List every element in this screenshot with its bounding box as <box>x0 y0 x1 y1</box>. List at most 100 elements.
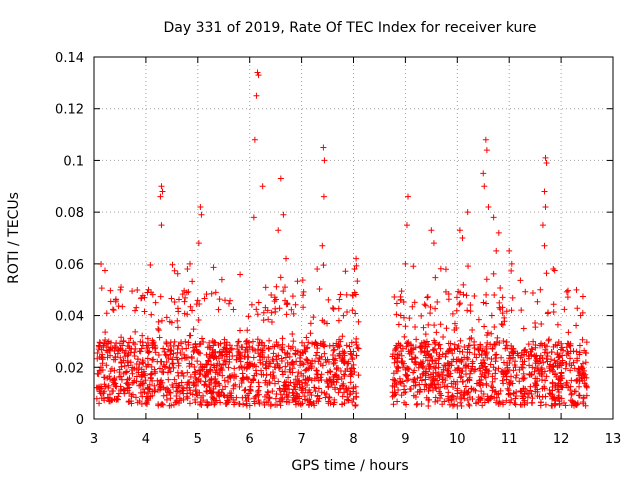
data-point <box>163 358 170 365</box>
data-point <box>276 305 283 312</box>
data-point <box>147 371 154 378</box>
data-point <box>467 301 474 308</box>
data-point <box>518 307 525 314</box>
data-point <box>422 302 429 309</box>
data-point <box>467 308 474 315</box>
data-point <box>436 341 443 348</box>
data-point <box>394 363 401 370</box>
data-point <box>148 311 155 318</box>
data-point <box>422 381 429 388</box>
data-point <box>283 311 290 318</box>
data-point <box>144 355 151 362</box>
data-point <box>205 357 212 364</box>
data-point <box>457 399 464 406</box>
data-point <box>254 311 261 318</box>
data-point <box>294 278 301 285</box>
data-point <box>399 378 406 385</box>
data-point <box>133 304 140 311</box>
data-point <box>354 278 361 285</box>
data-point <box>482 352 489 359</box>
data-point <box>339 401 346 408</box>
data-point <box>112 296 119 303</box>
data-point <box>159 188 166 195</box>
data-point <box>292 376 299 383</box>
data-point <box>320 144 327 151</box>
data-point <box>512 358 519 365</box>
data-point <box>395 386 402 393</box>
data-point <box>558 370 565 377</box>
data-point <box>549 393 556 400</box>
data-point <box>155 351 162 358</box>
data-point <box>330 347 337 354</box>
data-point <box>542 393 549 400</box>
data-point <box>141 389 148 396</box>
data-point <box>457 289 464 296</box>
data-point <box>456 227 463 234</box>
data-point <box>537 286 544 293</box>
data-point <box>550 395 557 402</box>
data-point <box>236 355 243 362</box>
data-point <box>575 365 582 372</box>
x-tick-label: 11 <box>501 432 518 447</box>
data-point <box>179 345 186 352</box>
data-point <box>145 286 152 293</box>
data-point <box>255 399 262 406</box>
data-point <box>318 389 325 396</box>
data-point <box>538 320 545 327</box>
data-point <box>414 375 421 382</box>
data-point <box>255 299 262 306</box>
data-point <box>412 393 419 400</box>
data-point <box>340 357 347 364</box>
data-point <box>266 337 273 344</box>
data-point <box>445 368 452 375</box>
data-point <box>529 399 536 406</box>
data-point <box>437 384 444 391</box>
data-point <box>149 357 156 364</box>
data-point <box>264 307 271 314</box>
data-point <box>311 402 318 409</box>
data-point <box>575 392 582 399</box>
data-point <box>334 364 341 371</box>
data-point <box>134 399 141 406</box>
data-point <box>323 359 330 366</box>
data-point <box>160 384 167 391</box>
data-point <box>512 364 519 371</box>
data-point <box>149 392 156 399</box>
data-point <box>554 349 561 356</box>
data-point <box>541 242 548 249</box>
data-point <box>349 354 356 361</box>
data-point <box>433 349 440 356</box>
data-point <box>131 353 138 360</box>
data-point <box>252 393 259 400</box>
data-point <box>479 402 486 409</box>
data-point <box>236 383 243 390</box>
data-point <box>139 332 146 339</box>
data-point <box>212 339 219 346</box>
data-point <box>482 363 489 370</box>
data-point <box>398 288 405 295</box>
data-point <box>440 371 447 378</box>
data-point <box>307 330 314 337</box>
data-point <box>102 329 109 336</box>
data-point <box>129 379 136 386</box>
data-point <box>463 292 470 299</box>
data-point <box>100 374 107 381</box>
data-point <box>167 389 174 396</box>
data-point <box>207 366 214 373</box>
data-point <box>353 335 360 342</box>
data-point <box>194 348 201 355</box>
data-point <box>160 392 167 399</box>
data-point <box>174 384 181 391</box>
data-point <box>412 379 419 386</box>
data-point <box>150 356 157 363</box>
data-point <box>560 347 567 354</box>
data-point <box>550 266 557 273</box>
data-point <box>425 321 432 328</box>
data-point <box>495 229 502 236</box>
data-point <box>464 397 471 404</box>
data-point <box>226 373 233 380</box>
data-point <box>303 366 310 373</box>
data-point <box>198 402 205 409</box>
data-point <box>422 331 429 338</box>
data-point <box>352 310 359 317</box>
